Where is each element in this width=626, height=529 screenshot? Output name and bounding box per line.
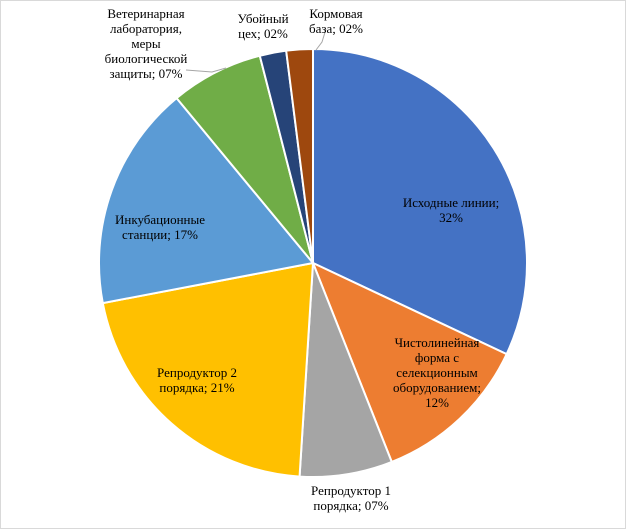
data-label-line: Кормовая bbox=[309, 6, 362, 21]
data-label-line: защиты; 07% bbox=[110, 66, 183, 81]
data-label-line: цех; 02% bbox=[238, 26, 288, 41]
data-label-line: лаборатория, bbox=[110, 21, 182, 36]
data-label-line: 32% bbox=[439, 210, 463, 225]
data-label-line: 12% bbox=[425, 395, 449, 410]
data-label-line: Исходные линии; bbox=[403, 195, 499, 210]
data-label-2: Репродуктор 1 порядка; 07% bbox=[311, 483, 391, 513]
data-label-line: станции; 17% bbox=[122, 227, 198, 242]
data-label-1: Чистолинейная форма с селекционным оборудов… bbox=[393, 335, 481, 410]
leader-line-1 bbox=[315, 28, 327, 51]
data-label-line: селекционным bbox=[396, 365, 478, 380]
pie-slice-0 bbox=[312, 47, 528, 356]
pie-slices bbox=[98, 47, 528, 478]
data-label-7: Кормовая база; 02% bbox=[309, 6, 363, 36]
data-label-5: Ветеринарная лаборатория, меры биологическо… bbox=[105, 6, 188, 81]
data-label-line: Репродуктор 1 bbox=[311, 483, 391, 498]
data-label-line: Убойный bbox=[237, 11, 288, 26]
pie-slice-7 bbox=[285, 47, 314, 264]
data-label-line: меры bbox=[131, 36, 160, 51]
data-label-0: Исходные линии; 32% bbox=[403, 195, 499, 225]
pie-slice-3 bbox=[101, 261, 315, 478]
data-label-line: база; 02% bbox=[309, 21, 363, 36]
leader-line-0 bbox=[185, 67, 227, 73]
data-label-6: Убойный цех; 02% bbox=[237, 11, 288, 41]
pie-slice-4 bbox=[98, 96, 315, 305]
data-label-line: биологической bbox=[105, 51, 188, 66]
data-label-line: форма с bbox=[415, 350, 459, 365]
data-label-4: Инкубационные станции; 17% bbox=[115, 212, 205, 242]
data-label-line: Чистолинейная bbox=[395, 335, 480, 350]
data-label-line: порядка; 21% bbox=[159, 380, 234, 395]
data-label-line: Ветеринарная bbox=[107, 6, 184, 21]
pie-slice-1 bbox=[311, 261, 508, 464]
data-label-line: оборудованием; bbox=[393, 380, 481, 395]
data-label-line: Репродуктор 2 bbox=[157, 365, 237, 380]
data-label-line: порядка; 07% bbox=[313, 498, 388, 513]
data-label-3: Репродуктор 2 порядка; 21% bbox=[157, 365, 237, 395]
data-label-line: Инкубационные bbox=[115, 212, 205, 227]
